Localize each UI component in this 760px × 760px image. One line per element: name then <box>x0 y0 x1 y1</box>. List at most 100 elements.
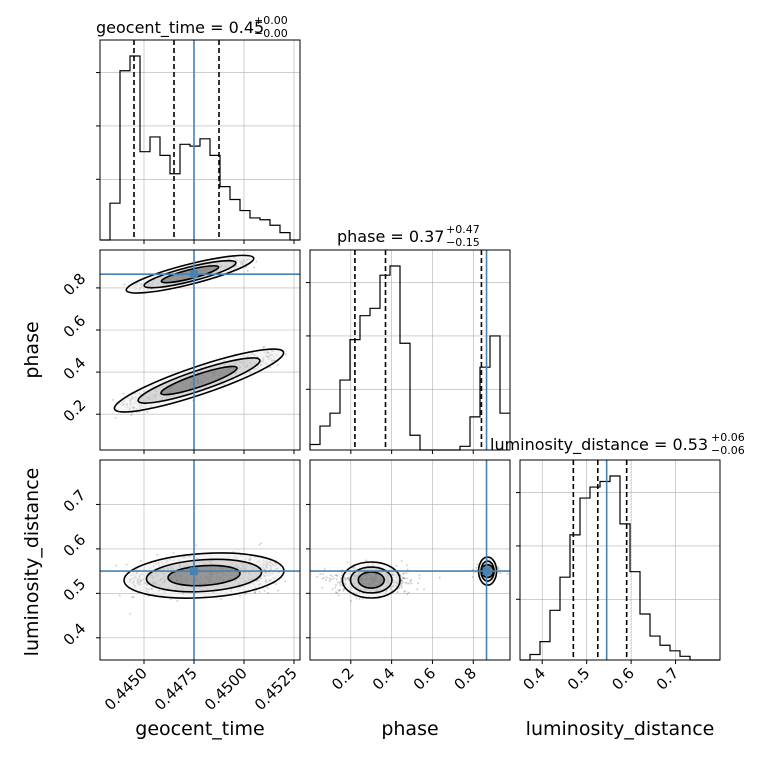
panel-ldist-vs-phase-sample-0-485 <box>403 590 406 593</box>
phase-ytick-label-2: 0.6 <box>60 312 90 342</box>
panel-ldist-vs-phase-sample-0-364 <box>405 577 408 580</box>
panel-ldist-vs-phase-sample-0-348 <box>339 580 342 583</box>
panel-ldist-vs-phase-sample-0-3 <box>400 579 403 582</box>
panel-ldist-vs-phase-sample-0-81 <box>336 574 339 577</box>
panel-ldist-vs-phase-sample-1-48 <box>497 568 500 571</box>
panel-phase-hist-frame <box>309 249 511 451</box>
geocent-time-xtick-label-2: 0.4500 <box>201 664 251 714</box>
panel-ldist-vs-phase-sample-0-122 <box>418 573 421 576</box>
panel-ldist-vs-geocent-time-sample-0-272 <box>253 591 256 594</box>
ldist-xtick-label-0: 0.4 <box>519 664 549 694</box>
phase-xtick-label-2: 0.6 <box>410 664 440 694</box>
panel-ldist-vs-phase-sample-0-26 <box>334 583 337 586</box>
panel-ldist-hist-histogram-step <box>520 475 720 661</box>
panel-ldist-vs-geocent-time-frame <box>99 459 301 661</box>
panel-ldist-vs-phase-sample-0-102 <box>423 588 426 591</box>
panel-ldist-vs-phase-sample-0-313 <box>349 600 352 603</box>
ldist-xtick-label-1: 0.5 <box>564 664 594 694</box>
panel-ldist-vs-phase-sample-0-446 <box>339 584 342 587</box>
panel-ldist-vs-phase-sample-0-369 <box>323 576 326 579</box>
panel-ldist-vs-phase-sample-0-319 <box>405 564 408 567</box>
panel-ldist-vs-geocent-time-sample-0-647 <box>275 583 278 586</box>
phase-xtick-label-3: 0.8 <box>450 664 480 694</box>
panel-ldist-vs-phase-sample-0-40 <box>346 561 349 564</box>
ldist-xtick-label-2: 0.6 <box>608 664 638 694</box>
panel-ldist-vs-phase-sample-0-314 <box>324 578 327 581</box>
panel-phase-vs-geocent-time-contour-0-2 <box>160 365 238 396</box>
panel-phase-vs-geocent-time-sample-1-37 <box>255 260 258 263</box>
panel-ldist-vs-phase-sample-0-321 <box>323 568 326 571</box>
panel-ldist-vs-geocent-time-sample-0-387 <box>172 551 175 554</box>
panel-ldist-vs-geocent-time-sample-0-171 <box>266 592 269 595</box>
title-luminosity-distance-sub: −0.06 <box>711 444 745 457</box>
panel-phase-vs-geocent-time-sample-0-344 <box>138 410 141 413</box>
panel-ldist-vs-geocent-time-sample-0-639 <box>115 564 118 567</box>
panel-phase-vs-geocent-time-sample-0-388 <box>285 353 288 356</box>
panel-ldist-vs-phase-sample-0-443 <box>401 579 404 582</box>
panel-ldist-vs-phase-sample-0-414 <box>407 582 410 585</box>
panel-ldist-vs-phase-sample-0-130 <box>401 581 404 584</box>
panel-ldist-vs-phase-sample-0-386 <box>355 597 358 600</box>
panel-ldist-vs-phase-sample-0-109 <box>396 591 399 594</box>
title-luminosity-distance-sup: +0.06 <box>711 431 745 444</box>
phase-ytick-label-1: 0.4 <box>60 354 90 384</box>
panel-phase-vs-geocent-time-truth-marker <box>190 270 198 279</box>
panel-ldist-vs-phase-sample-0-399 <box>402 572 405 575</box>
panel-ldist-vs-geocent-time-sample-0-380 <box>277 589 280 592</box>
ldist-ytick-label-1: 0.5 <box>60 575 90 605</box>
panel-ldist-vs-phase-sample-1-41 <box>496 567 499 570</box>
panel-phase-hist-histogram-step <box>309 265 510 451</box>
title-geocent-time: geocent_time = 0.45 <box>96 18 264 38</box>
panel-ldist-vs-phase-sample-0-488 <box>409 580 412 583</box>
geocent-time-xtick-label-0: 0.4450 <box>101 664 151 714</box>
panel-ldist-vs-geocent-time-sample-0-310 <box>259 542 262 545</box>
panel-ldist-vs-phase-sample-1-49 <box>475 566 478 569</box>
panel-phase-vs-geocent-time-sample-0-230 <box>146 410 149 413</box>
panel-ldist-vs-geocent-time-sample-0-362 <box>132 595 135 598</box>
panel-ldist-vs-phase-sample-0-440 <box>321 572 324 575</box>
panel-ldist-vs-phase-sample-0-368 <box>406 568 409 571</box>
panel-ldist-vs-phase-sample-0-66 <box>405 572 408 575</box>
panel-ldist-vs-phase-frame <box>309 459 511 661</box>
panel-ldist-vs-phase-sample-0-233 <box>325 576 328 579</box>
panel-ldist-vs-phase-sample-0-447 <box>364 559 367 562</box>
title-luminosity-distance: luminosity_distance = 0.53 <box>490 435 708 455</box>
panel-ldist-vs-phase-sample-0-293 <box>334 591 337 594</box>
panel-ldist-vs-phase-sample-0-134 <box>321 577 324 580</box>
xlabel-luminosity-distance: luminosity_distance <box>526 718 715 740</box>
title-phase-sub: −0.15 <box>446 236 480 249</box>
panel-phase-vs-geocent-time-frame <box>99 249 301 451</box>
panel-phase-vs-geocent-time-sample-0-260 <box>262 346 265 349</box>
panel-ldist-vs-geocent-time-sample-0-379 <box>239 594 242 597</box>
panel-phase-vs-geocent-time-sample-0-304 <box>263 345 266 348</box>
panel-ldist-vs-phase-sample-0-290 <box>406 593 409 596</box>
panel-geocent-time-hist-frame <box>99 39 301 241</box>
panel-ldist-vs-phase-sample-0-94 <box>338 581 341 584</box>
panel-ldist-vs-phase-sample-1-34 <box>497 571 500 574</box>
panel-ldist-vs-phase-sample-1-13 <box>476 563 479 566</box>
panel-ldist-vs-phase-sample-0-159 <box>328 579 331 582</box>
panel-ldist-vs-phase-sample-0-228 <box>418 577 421 580</box>
ldist-ytick-label-0: 0.4 <box>60 619 90 649</box>
panel-ldist-vs-geocent-time-sample-0-437 <box>258 544 261 547</box>
phase-xtick-label-1: 0.4 <box>369 664 399 694</box>
panel-ldist-vs-geocent-time-sample-0-577 <box>169 598 172 601</box>
panel-ldist-vs-phase-sample-0-213 <box>401 576 404 579</box>
ylabel-luminosity-distance: luminosity_distance <box>21 468 43 657</box>
panel-ldist-vs-geocent-time-sample-0-560 <box>254 591 257 594</box>
panel-ldist-vs-phase-sample-1-46 <box>472 568 475 571</box>
panel-phase-vs-geocent-time-sample-0-177 <box>122 392 125 395</box>
panel-ldist-vs-phase-sample-0-341 <box>400 559 403 562</box>
phase-ytick-label-3: 0.8 <box>60 270 90 300</box>
panel-ldist-vs-phase-sample-0-121 <box>402 577 405 580</box>
panel-ldist-vs-phase-sample-1-51 <box>497 566 500 569</box>
geocent-time-xtick-label-1: 0.4475 <box>151 664 201 714</box>
panel-ldist-vs-phase-sample-0-466 <box>316 575 319 578</box>
panel-ldist-vs-phase-sample-0-41 <box>331 588 334 591</box>
panel-ldist-vs-phase-sample-0-139 <box>407 591 410 594</box>
panel-ldist-vs-phase-sample-0-462 <box>402 577 405 580</box>
title-geocent-time-sub: −0.00 <box>254 27 288 40</box>
title-phase: phase = 0.37 <box>337 227 444 246</box>
panel-ldist-vs-phase-sample-1-70 <box>471 576 474 579</box>
